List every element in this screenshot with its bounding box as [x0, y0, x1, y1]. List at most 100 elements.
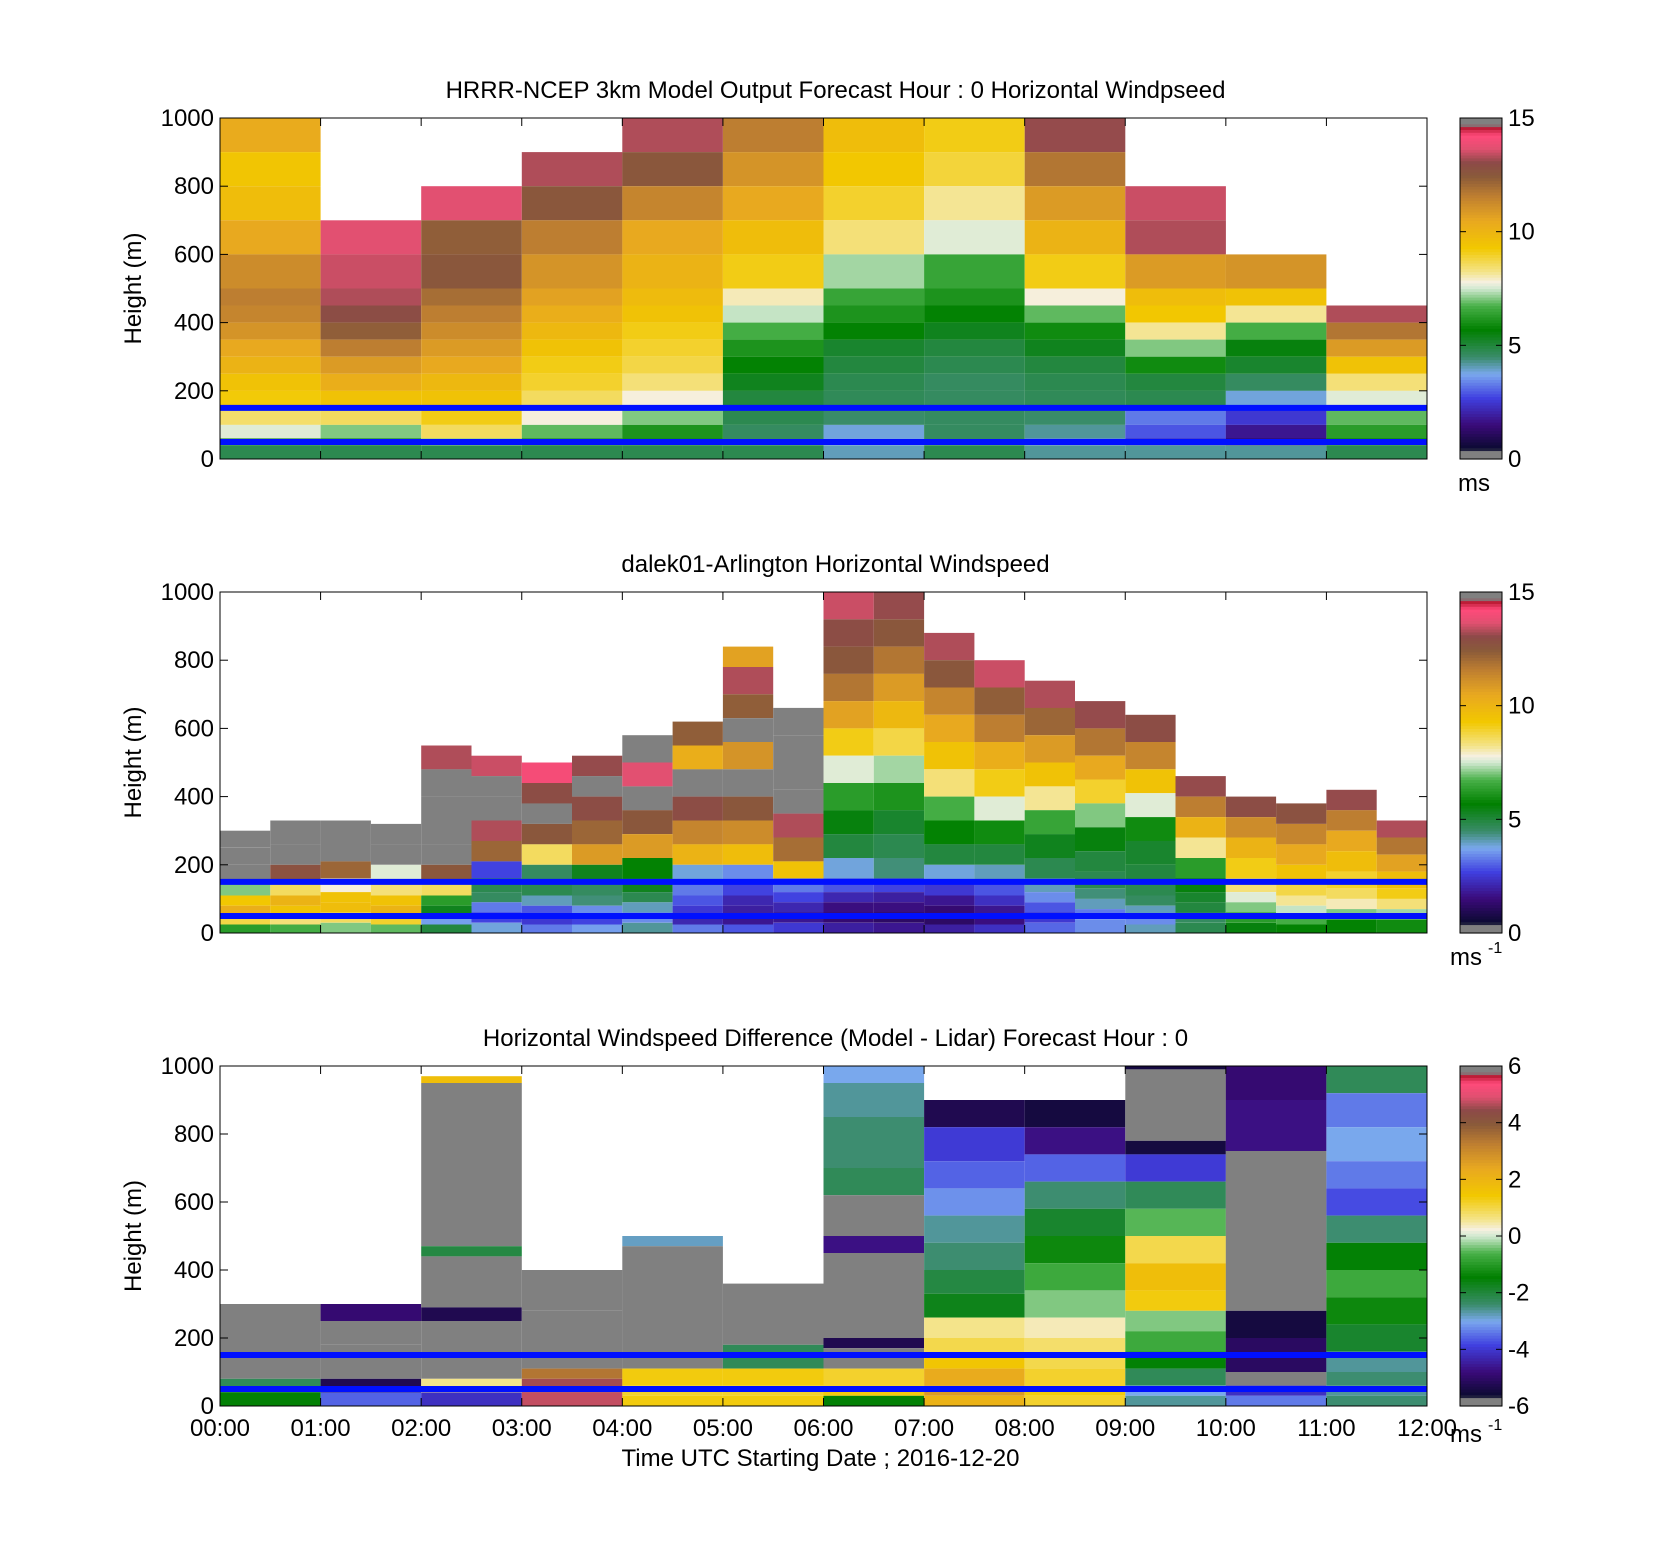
heatmap-cell: [1125, 1263, 1226, 1291]
colorbar-tick-label: 10: [1508, 219, 1535, 246]
heatmap-cell: [1276, 916, 1327, 925]
colorbar-segment: [1460, 1270, 1502, 1274]
heatmap-cell: [370, 864, 422, 882]
heatmap-cell: [1225, 837, 1277, 858]
colorbar-segment: [1460, 1352, 1502, 1356]
colorbar-segment: [1460, 396, 1502, 400]
colorbar-tick-label: 0: [1508, 920, 1521, 947]
heatmap-cell: [572, 755, 623, 777]
heatmap-cell: [471, 861, 522, 879]
colorbar-segment: [1460, 166, 1502, 170]
colorbar-segment: [1460, 410, 1502, 415]
colorbar-segment: [1460, 702, 1502, 707]
colorbar-segment: [1460, 924, 1502, 928]
colorbar-segment: [1460, 1111, 1502, 1115]
colorbar-segment: [1460, 1105, 1502, 1110]
heatmap-cell: [823, 902, 874, 913]
colorbar-segment: [1460, 614, 1502, 619]
heatmap-cell: [1125, 864, 1176, 882]
heatmap-cell: [521, 339, 623, 357]
heatmap-cell: [521, 254, 623, 289]
colorbar-segment: [1460, 353, 1502, 358]
colorbar-segment: [1460, 382, 1502, 386]
heatmap-cell: [722, 356, 824, 374]
heatmap-cell: [722, 288, 824, 306]
colorbar-segment: [1460, 1301, 1502, 1305]
colorbar-segment: [1460, 1216, 1502, 1220]
colorbar-segment: [1460, 1326, 1502, 1331]
heatmap-cell: [873, 902, 925, 913]
colorbar-segment: [1460, 1258, 1502, 1263]
colorbar-segment: [1460, 807, 1502, 812]
heatmap-cell: [974, 881, 1025, 896]
heatmap-cell: [1024, 1263, 1126, 1291]
heatmap-cell: [873, 783, 925, 811]
heatmap-cell: [873, 858, 925, 879]
colorbar-segment: [1460, 734, 1502, 738]
heatmap-cell: [220, 118, 321, 153]
colorbar-segment: [1460, 1363, 1502, 1367]
heatmap-cell: [1024, 254, 1126, 289]
heatmap-cell: [1225, 373, 1327, 391]
colorbar-segment: [1460, 456, 1502, 460]
colorbar-segment: [1460, 1207, 1502, 1212]
colorbar-segment: [1460, 708, 1502, 712]
heatmap-cell: [622, 1395, 723, 1406]
colorbar-segment: [1460, 277, 1502, 281]
heatmap-cell: [722, 718, 774, 743]
colorbar-segment: [1460, 430, 1502, 435]
colorbar-segment: [1460, 748, 1502, 752]
colorbar-segment: [1460, 291, 1502, 295]
y-axis-label: Height (m): [120, 706, 147, 818]
heatmap-cell: [1326, 1188, 1427, 1216]
x-tick-label: 09:00: [1095, 1415, 1155, 1442]
y-tick-label: 1000: [161, 105, 214, 132]
colorbar-frame: [1459, 591, 1503, 934]
heatmap-cell: [974, 844, 1025, 865]
heatmap-cell: [270, 864, 321, 882]
colorbar-segment: [1460, 370, 1502, 375]
heatmap-cell: [421, 895, 472, 906]
heatmap-cell: [1024, 1368, 1126, 1386]
colorbar-segment: [1460, 1068, 1502, 1073]
colorbar-segment: [1460, 1091, 1502, 1095]
heatmap-cell: [1326, 1066, 1427, 1094]
colorbar-segment: [1460, 240, 1502, 244]
heatmap-cell: [873, 728, 925, 756]
colorbar-segment: [1460, 1170, 1502, 1175]
heatmap-cell: [823, 407, 925, 425]
heatmap-cell: [370, 905, 422, 916]
heatmap-cell: [1326, 851, 1377, 872]
colorbar-segment: [1460, 742, 1502, 747]
heatmap-cell: [1024, 152, 1126, 187]
heatmap-cell: [421, 905, 472, 916]
heatmap-cell: [722, 769, 774, 797]
y-tick-label: 0: [201, 920, 214, 947]
colorbar-segment: [1460, 413, 1502, 417]
colorbar-segment: [1460, 816, 1502, 820]
colorbar-segment: [1460, 1335, 1502, 1339]
heatmap-cell: [823, 673, 874, 702]
heatmap-cell: [974, 895, 1025, 906]
heatmap-cell: [521, 924, 573, 933]
heatmap-cell: [1326, 1127, 1427, 1162]
heatmap-cell: [722, 742, 774, 770]
heatmap-cell: [421, 844, 472, 865]
heatmap-cell: [823, 1168, 925, 1196]
heatmap-cell: [1024, 858, 1075, 879]
heatmap-cell: [572, 844, 623, 865]
heatmap-cell: [622, 288, 723, 306]
heatmap-cell: [873, 755, 925, 783]
heatmap-cell: [220, 424, 321, 439]
heatmap-cell: [1125, 1310, 1226, 1332]
heatmap-cell: [1326, 1242, 1427, 1270]
heatmap-cell: [1125, 445, 1226, 459]
heatmap-cell: [1225, 445, 1327, 459]
heatmap-cell: [924, 1368, 1025, 1386]
heatmap-cell: [823, 186, 925, 221]
heatmap-cell: [722, 1368, 824, 1386]
colorbar-segment: [1460, 640, 1502, 644]
heatmap-cell: [572, 916, 623, 925]
heatmap-cell: [1125, 742, 1176, 770]
x-tick-label: 03:00: [492, 1415, 552, 1442]
